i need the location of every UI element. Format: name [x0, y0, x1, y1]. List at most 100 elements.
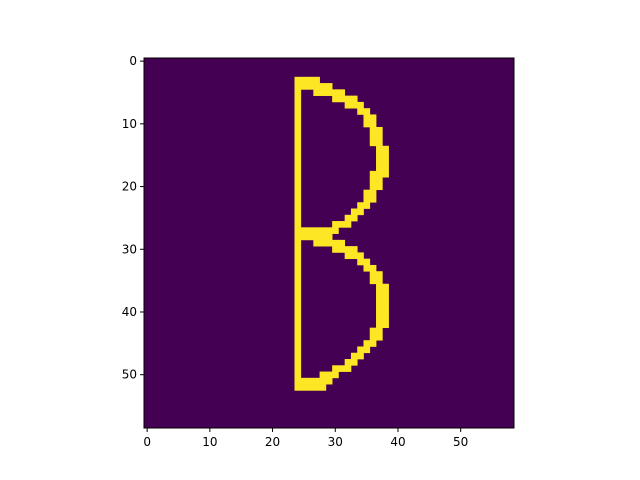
heatmap-cell — [382, 170, 389, 178]
heatmap-cell — [294, 227, 302, 234]
heatmap-cell — [294, 202, 302, 209]
heatmap-cell — [294, 233, 302, 241]
heatmap-cell — [294, 277, 302, 285]
heatmap-cell — [294, 164, 302, 172]
heatmap-cell — [300, 233, 308, 241]
heatmap-cell — [294, 290, 302, 297]
heatmap-cell — [294, 208, 302, 216]
heatmap-cell — [332, 89, 339, 96]
heatmap-cell — [369, 189, 377, 197]
heatmap-cell — [294, 95, 302, 103]
heatmap-cell — [369, 139, 377, 147]
y-tick-label: 10 — [122, 117, 137, 131]
heatmap-cell — [363, 195, 371, 203]
x-tick-label: 50 — [453, 435, 468, 449]
heatmap-cell — [294, 264, 302, 272]
heatmap-cell — [376, 177, 383, 184]
heatmap-cell — [350, 101, 358, 109]
heatmap-cell — [319, 371, 327, 379]
heatmap-cell — [369, 126, 377, 134]
heatmap-cell — [313, 384, 320, 391]
heatmap-cell — [382, 290, 389, 297]
heatmap-cell — [376, 327, 383, 335]
heatmap-cell — [325, 89, 333, 96]
x-tick-label: 40 — [390, 435, 405, 449]
heatmap-cell — [382, 158, 389, 165]
heatmap-cell — [294, 377, 302, 385]
heatmap-cell — [313, 233, 320, 241]
heatmap-cell — [294, 271, 302, 278]
heatmap-cell — [307, 76, 314, 84]
heatmap-cell — [363, 202, 371, 209]
heatmap-cell — [363, 114, 371, 122]
heatmap-cell — [344, 246, 352, 253]
heatmap-cell — [294, 296, 302, 303]
heatmap-cell — [307, 227, 314, 234]
heatmap-cell — [294, 83, 302, 90]
y-tick-label: 0 — [129, 54, 137, 68]
heatmap-cell — [344, 221, 352, 228]
heatmap-cell — [338, 95, 346, 103]
heatmap-cell — [344, 252, 352, 260]
heatmap-cell — [350, 95, 358, 103]
heatmap-cell — [350, 208, 358, 216]
heatmap-cell — [376, 333, 383, 341]
heatmap-cell — [294, 371, 302, 379]
heatmap-cell — [357, 346, 364, 354]
heatmap-cell — [319, 384, 327, 391]
heatmap-cell — [338, 365, 346, 372]
heatmap-cell — [325, 233, 333, 241]
heatmap-cell — [307, 233, 314, 241]
heatmap-cell — [376, 296, 383, 303]
heatmap-cell — [300, 384, 308, 391]
heatmap-cell — [294, 302, 302, 310]
heatmap-cell — [319, 89, 327, 96]
heatmap-cell — [294, 101, 302, 109]
heatmap-cell — [376, 145, 383, 153]
heatmap-cell — [313, 83, 320, 90]
heatmap-cell — [357, 258, 364, 266]
heatmap-cell — [369, 177, 377, 184]
heatmap-cell — [294, 359, 302, 366]
heatmap-cell — [350, 214, 358, 222]
heatmap-cell — [382, 164, 389, 172]
heatmap-cell — [332, 239, 339, 247]
heatmap-cell — [363, 120, 371, 128]
heatmap-cell — [294, 108, 302, 115]
heatmap-cell — [382, 145, 389, 153]
x-tick-label: 30 — [328, 435, 343, 449]
heatmap-cell — [376, 290, 383, 297]
heatmap-cell — [294, 258, 302, 266]
x-tick-label: 10 — [202, 435, 217, 449]
heatmap-cell — [363, 258, 371, 266]
heatmap-cell — [357, 202, 364, 209]
heatmap-cell — [344, 101, 352, 109]
heatmap-cell — [382, 308, 389, 316]
heatmap-cell — [376, 308, 383, 316]
heatmap-cell — [300, 83, 308, 90]
heatmap-cell — [369, 327, 377, 335]
heatmap-cell — [313, 239, 320, 247]
heatmap-cell — [376, 152, 383, 159]
x-tick-label: 20 — [265, 435, 280, 449]
heatmap-cell — [294, 145, 302, 153]
heatmap-cell — [332, 246, 339, 253]
heatmap-cell — [363, 108, 371, 115]
heatmap-cell — [382, 315, 389, 322]
heatmap-cell — [382, 321, 389, 329]
heatmap-cell — [294, 365, 302, 372]
heatmap-cell — [300, 76, 308, 84]
heatmap-cell — [294, 346, 302, 354]
heatmap-cell — [376, 271, 383, 278]
heatmap-cell — [325, 227, 333, 234]
heatmap-cell — [338, 239, 346, 247]
heatmap-cell — [382, 296, 389, 303]
heatmap-cell — [369, 183, 377, 191]
heatmap-cell — [294, 252, 302, 260]
heatmap-cell — [332, 227, 339, 234]
heatmap-cell — [350, 246, 358, 253]
heatmap-cell — [294, 177, 302, 184]
heatmap-cell — [294, 333, 302, 341]
heatmap-cell — [300, 377, 308, 385]
heatmap-cell — [294, 327, 302, 335]
